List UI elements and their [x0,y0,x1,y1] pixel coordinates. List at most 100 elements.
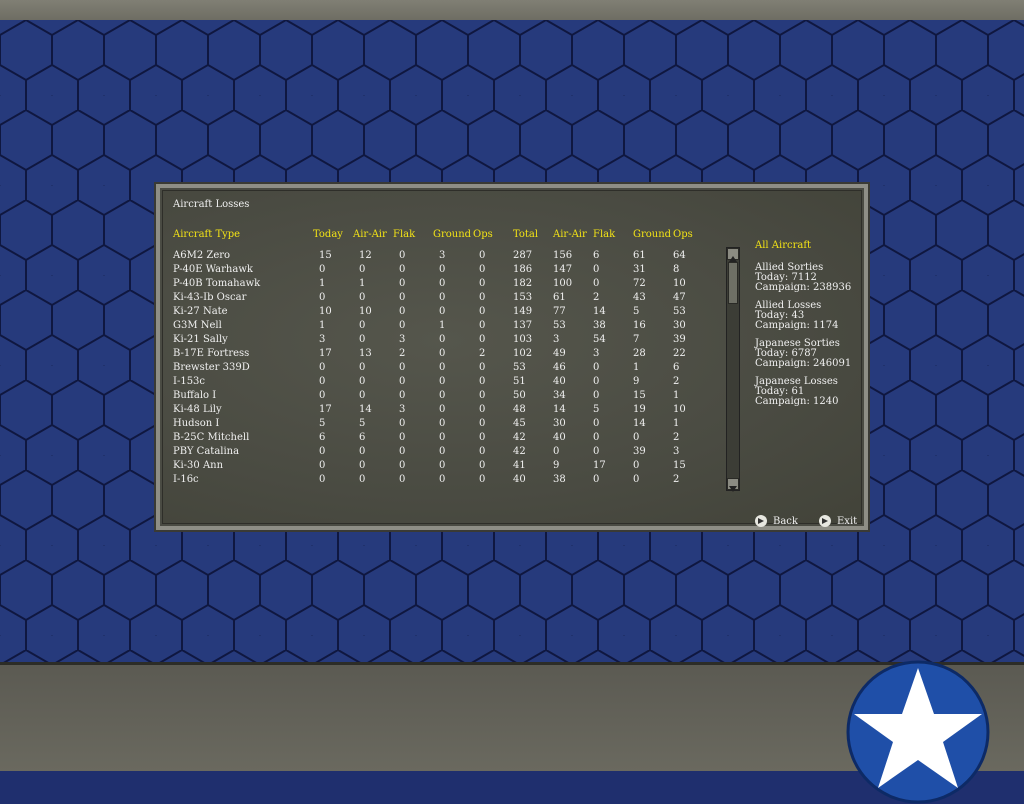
stat-cell: 40 [553,376,566,387]
table-row[interactable]: Buffalo I 0 0 0 0 0 50 34 0 15 1 [173,389,733,403]
stat-cell: 61 [553,292,566,303]
stat-cell: 22 [673,348,686,359]
back-label: Back [773,515,798,527]
aircraft-type-cell: A6M2 Zero [173,250,231,261]
table-row[interactable]: Brewster 339D 0 0 0 0 0 53 46 0 1 6 [173,361,733,375]
stat-cell: 0 [319,474,326,485]
allied-sorties-today: Today: 7112 [755,272,817,283]
stat-cell: 0 [439,362,446,373]
stat-cell: 0 [479,362,486,373]
stat-cell: 0 [553,446,560,457]
aircraft-type-cell: Brewster 339D [173,362,250,373]
stat-cell: 0 [439,432,446,443]
table-row[interactable]: Hudson I 5 5 0 0 0 45 30 0 14 1 [173,417,733,431]
stat-cell: 31 [633,264,646,275]
table-row[interactable]: Ki-27 Nate 10 10 0 0 0 149 77 14 5 53 [173,305,733,319]
stat-cell: 14 [633,418,646,429]
table-row[interactable]: I-16c 0 0 0 0 0 40 38 0 0 2 [173,473,733,487]
scroll-thumb[interactable] [728,262,738,304]
arrow-down-icon [729,486,737,492]
stat-cell: 17 [593,460,606,471]
stat-cell: 0 [479,250,486,261]
back-button[interactable]: Back [755,515,798,527]
stat-cell: 0 [593,264,600,275]
table-row[interactable]: A6M2 Zero 15 12 0 3 0 287 156 6 61 64 [173,249,733,263]
stat-cell: 5 [593,404,600,415]
stat-cell: 0 [319,446,326,457]
aircraft-type-cell: P-40E Warhawk [173,264,253,275]
stat-cell: 16 [633,320,646,331]
header-today-air-air: Air-Air [353,229,387,240]
stat-cell: 1 [319,278,326,289]
stat-cell: 2 [673,376,680,387]
japanese-losses-today: Today: 61 [755,386,805,397]
stat-cell: 2 [673,474,680,485]
stat-cell: 0 [479,418,486,429]
stat-cell: 30 [673,320,686,331]
header-today-ground: Ground [433,229,472,240]
arrow-right-icon [819,515,831,527]
stat-cell: 1 [633,362,640,373]
stat-cell: 3 [399,404,406,415]
stat-cell: 13 [359,348,372,359]
japanese-sorties-campaign: Campaign: 246091 [755,358,852,369]
stat-cell: 17 [319,404,332,415]
aircraft-type-cell: I-16c [173,474,199,485]
scroll-down-button[interactable] [727,478,739,492]
table-row[interactable]: Ki-30 Ann 0 0 0 0 0 41 9 17 0 15 [173,459,733,473]
table-row[interactable]: PBY Catalina 0 0 0 0 0 42 0 0 39 3 [173,445,733,459]
stat-cell: 0 [399,264,406,275]
table-row[interactable]: Ki-21 Sally 3 0 3 0 0 103 3 54 7 39 [173,333,733,347]
table-row[interactable]: Ki-43-Ib Oscar 0 0 0 0 0 153 61 2 43 47 [173,291,733,305]
scrollbar[interactable] [726,247,740,492]
header-today-ops: Ops [473,229,493,240]
stat-cell: 72 [633,278,646,289]
stat-cell: 0 [479,278,486,289]
stat-cell: 0 [593,390,600,401]
japanese-losses-label: Japanese Losses [755,376,838,387]
aircraft-type-cell: Ki-48 Lily [173,404,222,415]
stat-cell: 0 [439,292,446,303]
aircraft-type-cell: B-25C Mitchell [173,432,250,443]
stat-cell: 0 [399,390,406,401]
table-row[interactable]: G3M Nell 1 0 0 1 0 137 53 38 16 30 [173,319,733,333]
stat-cell: 182 [513,278,533,289]
stat-cell: 28 [633,348,646,359]
stat-cell: 0 [359,320,366,331]
table-row[interactable]: B-17E Fortress 17 13 2 0 2 102 49 3 28 22 [173,347,733,361]
stat-cell: 0 [399,278,406,289]
stat-cell: 0 [319,292,326,303]
japanese-sorties-label: Japanese Sorties [755,338,840,349]
stat-cell: 14 [553,404,566,415]
table-row[interactable]: P-40B Tomahawk 1 1 0 0 0 182 100 0 72 10 [173,277,733,291]
stat-cell: 2 [593,292,600,303]
allied-sorties-campaign: Campaign: 238936 [755,282,852,293]
stat-cell: 12 [359,250,372,261]
stat-cell: 53 [673,306,686,317]
table-row[interactable]: B-25C Mitchell 6 6 0 0 0 42 40 0 0 2 [173,431,733,445]
stat-cell: 15 [673,460,686,471]
allied-losses-today: Today: 43 [755,310,805,321]
table-row[interactable]: Ki-48 Lily 17 14 3 0 0 48 14 5 19 10 [173,403,733,417]
stat-cell: 41 [513,460,526,471]
stat-cell: 0 [439,264,446,275]
aircraft-type-cell: B-17E Fortress [173,348,250,359]
table-row[interactable]: I-153c 0 0 0 0 0 51 40 0 9 2 [173,375,733,389]
stat-cell: 0 [479,474,486,485]
stat-cell: 38 [593,320,606,331]
stat-cell: 0 [593,376,600,387]
stat-cell: 47 [673,292,686,303]
stat-cell: 0 [439,306,446,317]
exit-button[interactable]: Exit [819,515,857,527]
stat-cell: 39 [633,446,646,457]
stat-cell: 0 [439,376,446,387]
stat-cell: 0 [479,306,486,317]
stat-cell: 38 [553,474,566,485]
stat-cell: 0 [479,376,486,387]
stat-cell: 0 [399,474,406,485]
scroll-up-button[interactable] [727,248,739,262]
stat-cell: 9 [553,460,560,471]
stat-cell: 0 [439,404,446,415]
table-row[interactable]: P-40E Warhawk 0 0 0 0 0 186 147 0 31 8 [173,263,733,277]
stat-cell: 0 [633,460,640,471]
